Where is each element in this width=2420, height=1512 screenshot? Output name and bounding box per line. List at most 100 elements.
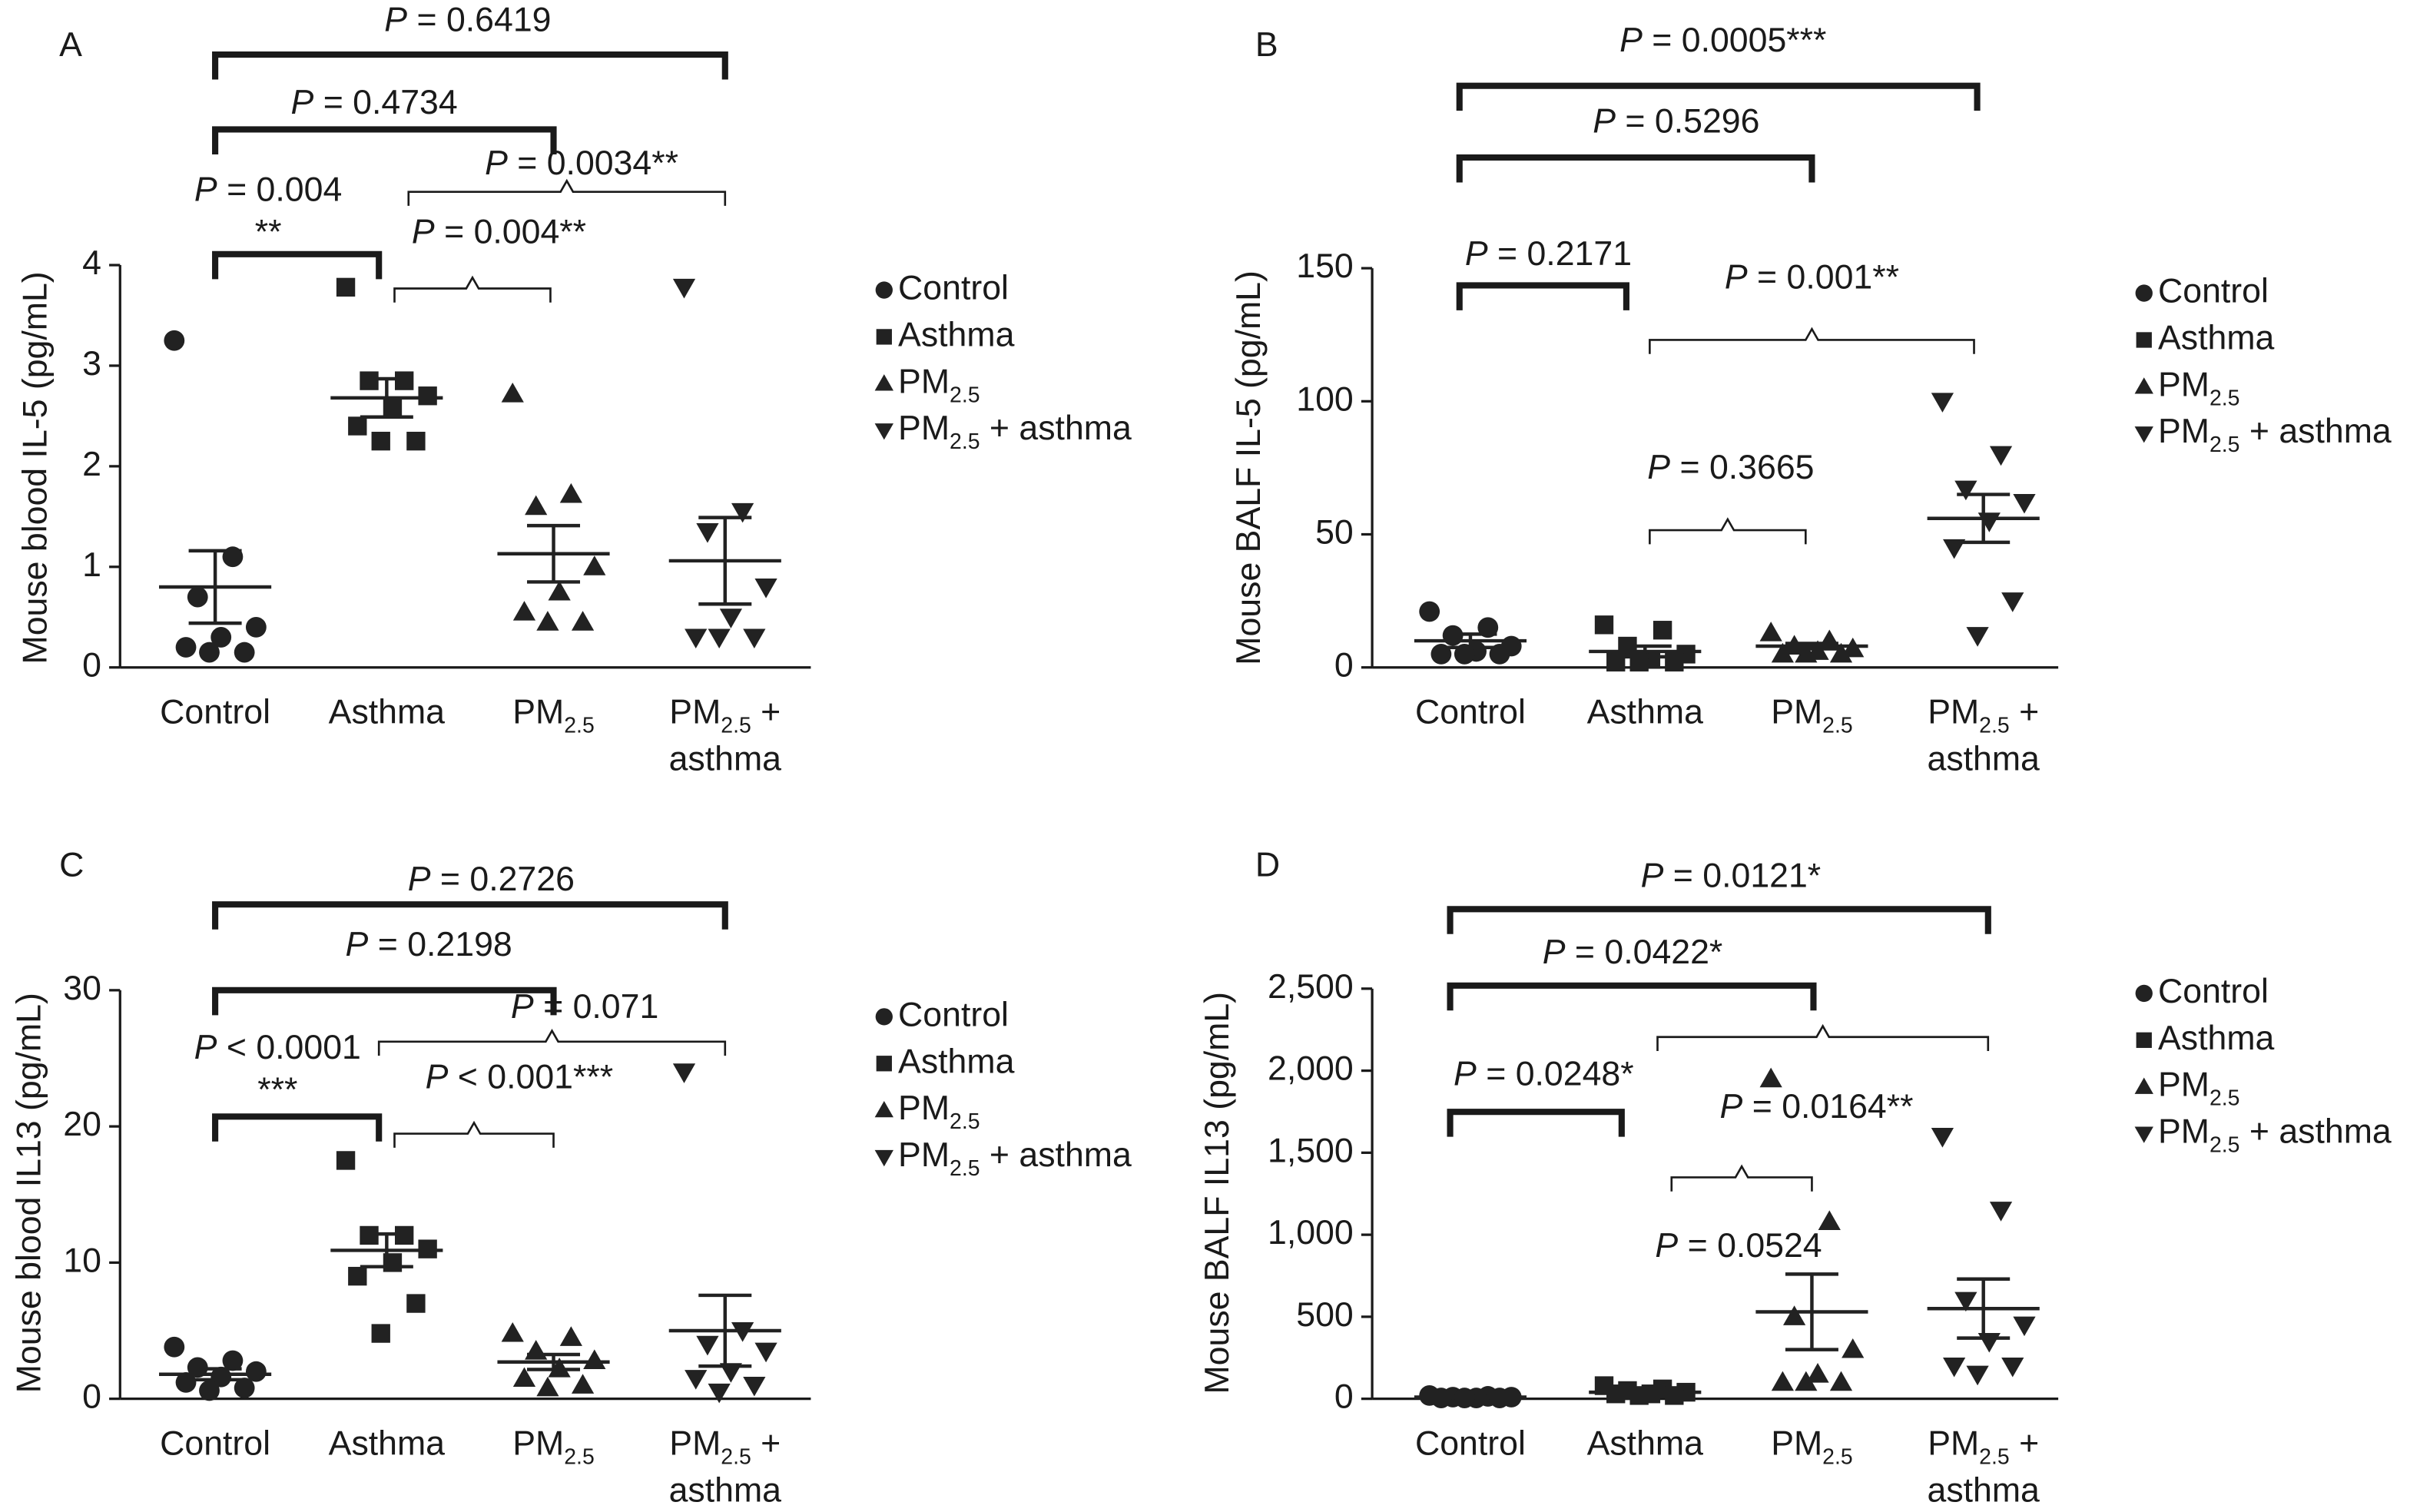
data-point [672,278,696,299]
significance-stars: *** [257,1071,297,1109]
p-value: P = 0.6419 [384,1,551,38]
data-point [164,1336,185,1358]
comparison-bracket [1447,906,1991,934]
legend-marker [876,1056,892,1072]
panel-label: B [1255,26,1278,64]
p-value: P = 0.0121* [1641,857,1822,895]
data-point [719,1363,743,1383]
data-point [2001,1357,2024,1378]
legend-marker [2136,332,2152,348]
x-tick-label: Control [1415,693,1526,731]
legend-label: PM2.5 + asthma [898,410,1132,454]
data-point [211,627,232,648]
x-tick-label: Control [160,693,270,731]
legend-marker [874,1100,893,1118]
panel-label: D [1255,846,1280,884]
data-point [406,1294,426,1313]
legend-label: Control [2158,272,2269,310]
legend-marker [2134,1126,2153,1143]
error-bar [527,1352,581,1371]
data-point [696,1335,719,1356]
error-bar [1618,644,1672,659]
data-point [2013,493,2036,514]
comparison-brace [1649,517,1807,545]
p-value: P = 0.4734 [291,84,458,121]
comparison-brace [393,275,552,303]
error-bar [188,549,242,625]
error-bar [1785,642,1838,651]
data-point [371,431,390,451]
data-point [1795,642,1818,663]
p-value: P = 0.0248* [1454,1055,1634,1093]
error-bar [1957,1277,2011,1340]
data-point [1806,1363,1829,1383]
x-tick-label: Control [1415,1424,1526,1462]
legend-marker [2134,1077,2153,1094]
legend-label: PM2.5 + asthma [2158,413,2392,457]
data-point [187,586,208,608]
legend-label: PM2.5 [898,1089,980,1134]
legend-label: Control [898,996,1009,1033]
y-tick-label: 0 [82,647,101,685]
data-point [164,330,185,351]
data-point [1795,1371,1818,1391]
data-point [571,611,595,631]
y-tick-label: 0 [82,1378,101,1415]
legend-label: Control [898,269,1009,307]
p-value: P = 0.2198 [346,926,512,963]
data-point [708,1383,731,1404]
data-point [1989,1202,2013,1222]
data-point [685,1370,708,1390]
data-point [501,383,524,403]
legend-marker [874,423,893,440]
legend-label: Asthma [898,316,1015,353]
legend-label: PM2.5 + asthma [2158,1112,2392,1157]
legend-marker [2135,284,2153,302]
error-bar [1785,1272,1838,1351]
p-value: P = 0.001** [1725,258,1899,296]
data-point [1842,1338,1865,1358]
p-value: P = 0.3665 [1647,449,1814,486]
y-tick-label: 10 [63,1242,101,1279]
legend-label: PM2.5 [2158,366,2239,410]
error-bar [698,516,752,606]
data-point [2001,592,2024,612]
y-axis-label: Mouse BALF IL-5 (pg/mL) [1230,270,1268,665]
error-bar [527,523,581,584]
y-axis-label: Mouse blood IL13 (pg/mL) [10,993,48,1393]
data-point [1931,1128,1954,1148]
comparison-bracket [1456,82,1981,111]
data-point [548,1358,571,1378]
data-point [754,1342,777,1363]
p-value: P = 0.0034** [485,144,678,182]
legend-marker [875,281,893,299]
error-bar [188,1367,242,1382]
comparison-brace [1656,1023,1990,1052]
data-point [548,580,571,601]
legend-marker [2134,377,2153,394]
y-tick-label: 3 [82,345,101,383]
significance-stars: ** [255,213,282,250]
y-tick-label: 100 [1296,380,1353,418]
x-tick-label: PM2.5 [1771,1424,1852,1469]
data-point [245,616,267,638]
data-point [559,1326,582,1346]
data-point [199,1380,220,1401]
comparison-brace [377,1028,727,1056]
legend-marker [876,329,892,345]
data-point [1943,1357,1966,1378]
data-point [1989,446,2013,466]
p-value: P = 0.004 [194,171,342,208]
data-point [583,555,606,575]
comparison-bracket [212,126,557,154]
data-point [536,1376,559,1397]
x-tick-label: Asthma [329,693,446,731]
y-tick-label: 30 [63,970,101,1007]
y-tick-label: 50 [1315,513,1354,551]
y-tick-label: 2 [82,446,101,483]
data-point [1977,1332,2001,1353]
data-point [1931,393,1954,413]
data-point [525,1339,548,1360]
comparison-bracket [1447,1109,1625,1137]
